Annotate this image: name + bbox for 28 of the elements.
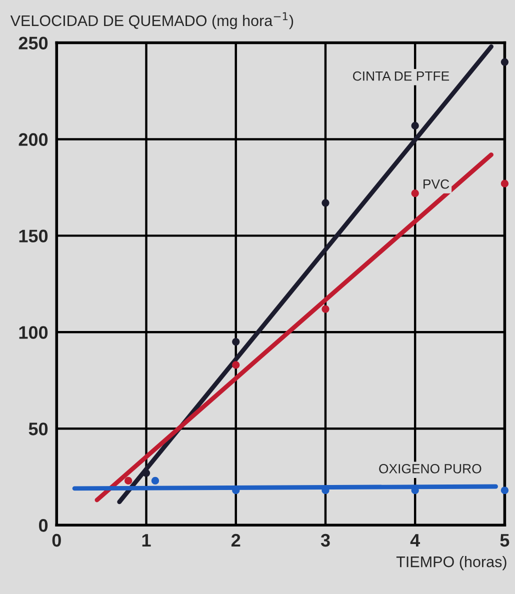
series-label: CINTA DE PTFE (352, 71, 450, 81)
x-tick-label: 5 (500, 534, 510, 547)
x-axis-title: TIEMPO (horas) (396, 556, 506, 570)
x-tick-label: 3 (320, 534, 330, 547)
x-tick-label: 4 (410, 534, 420, 547)
y-tick-label: 0 (38, 519, 48, 532)
y-tick-label: 100 (19, 326, 48, 339)
y-tick-label: 150 (19, 230, 48, 242)
y-tick-label: 200 (18, 133, 48, 146)
x-tick-label: 2 (231, 534, 240, 547)
point (232, 338, 240, 346)
point (500, 486, 509, 494)
point (322, 199, 330, 207)
point (232, 361, 240, 369)
point (500, 180, 509, 188)
point (322, 305, 330, 313)
point (500, 58, 509, 66)
point (411, 189, 419, 198)
y-axis-title: VELOCIDAD DE QUEMADO (mg hora$^{−1}$) (10, 12, 294, 30)
point (151, 476, 160, 485)
point (124, 476, 132, 485)
point (411, 122, 419, 130)
x-tick-label: 0 (52, 534, 61, 547)
y-tick-label: 50 (28, 422, 48, 436)
series-label: PVC (424, 179, 450, 189)
x-tick-label: 1 (142, 534, 151, 547)
series-label: OXIGENO PURO (379, 464, 482, 474)
y-tick-label: 250 (18, 36, 48, 50)
